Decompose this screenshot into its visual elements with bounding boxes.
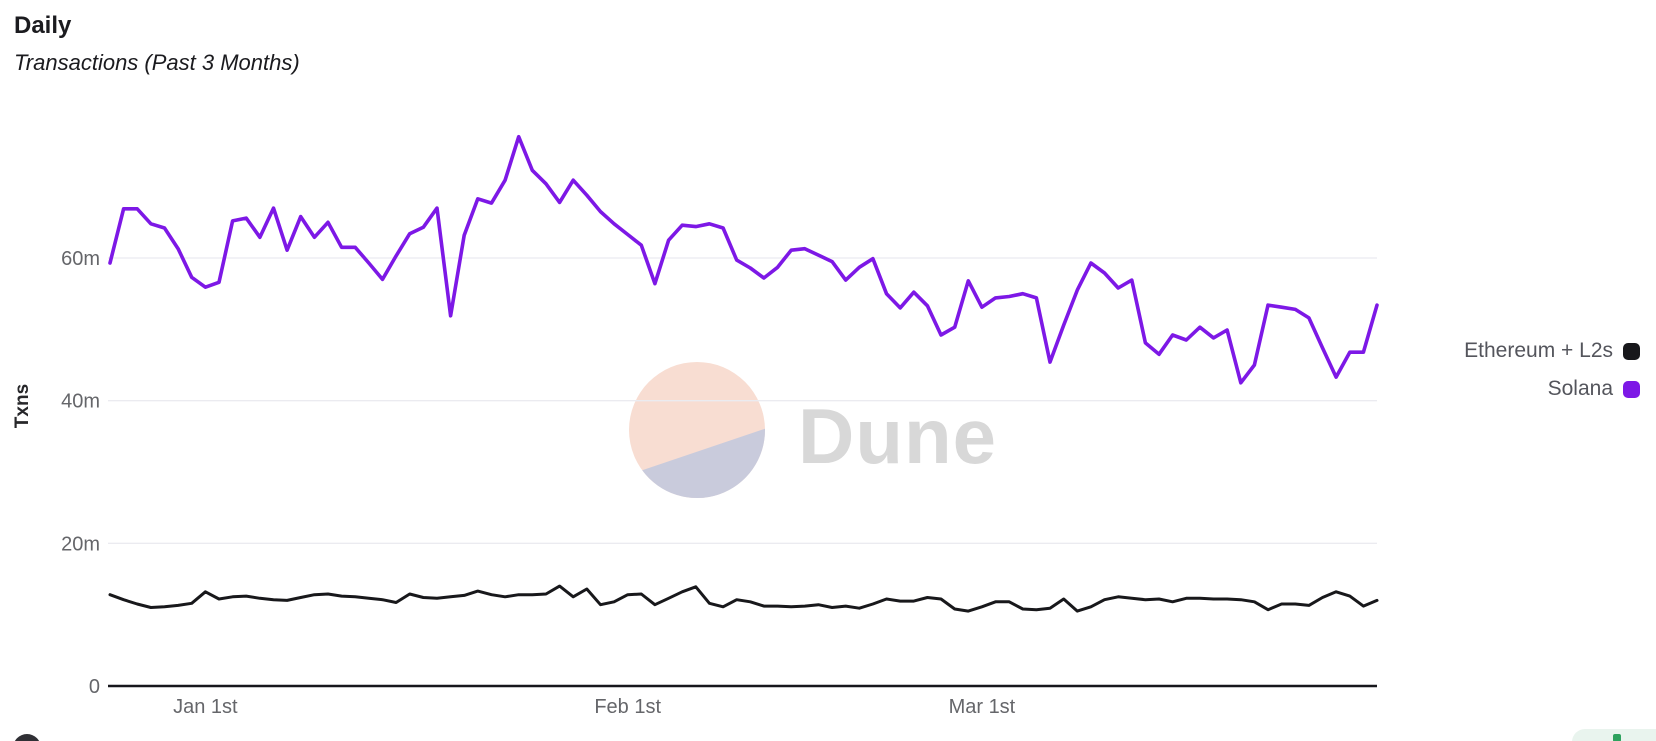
x-tick-label-feb-1st: Feb 1st <box>594 696 661 718</box>
x-tick-label-mar-1st: Mar 1st <box>949 696 1016 718</box>
legend-item-solana[interactable]: Solana <box>1548 377 1640 401</box>
y-tick-label-20m: 20m <box>61 533 100 555</box>
y-tick-label-0: 0 <box>89 676 100 698</box>
y-tick-label-40m: 40m <box>61 391 100 413</box>
chart-header: Daily Transactions (Past 3 Months) <box>14 12 300 76</box>
chart-title: Daily <box>14 12 72 39</box>
dune-logo-avatar <box>13 734 41 741</box>
chart-legend: Ethereum + L2s Solana <box>1464 339 1640 401</box>
y-axis-title: Txns <box>12 384 33 428</box>
legend-item-ethereum-l2s[interactable]: Ethereum + L2s <box>1464 339 1640 363</box>
legend-swatch-solana <box>1623 380 1640 398</box>
y-tick-label-60m: 60m <box>61 248 100 270</box>
status-badge[interactable] <box>1572 729 1656 741</box>
series-line-ethereum-l2s[interactable] <box>108 584 1379 613</box>
legend-swatch-ethereum-l2s <box>1623 342 1640 360</box>
watermark-text: Dune <box>798 392 997 480</box>
legend-label-ethereum-l2s: Ethereum + L2s <box>1464 339 1613 362</box>
series-line-solana[interactable] <box>108 134 1379 385</box>
watermark-circle-lower-half <box>642 428 766 499</box>
chart-subtitle: Transactions (Past 3 Months) <box>14 49 300 75</box>
legend-label-solana: Solana <box>1547 377 1613 400</box>
x-tick-label-jan-1st: Jan 1st <box>173 696 238 718</box>
status-dot-icon <box>1613 734 1621 741</box>
